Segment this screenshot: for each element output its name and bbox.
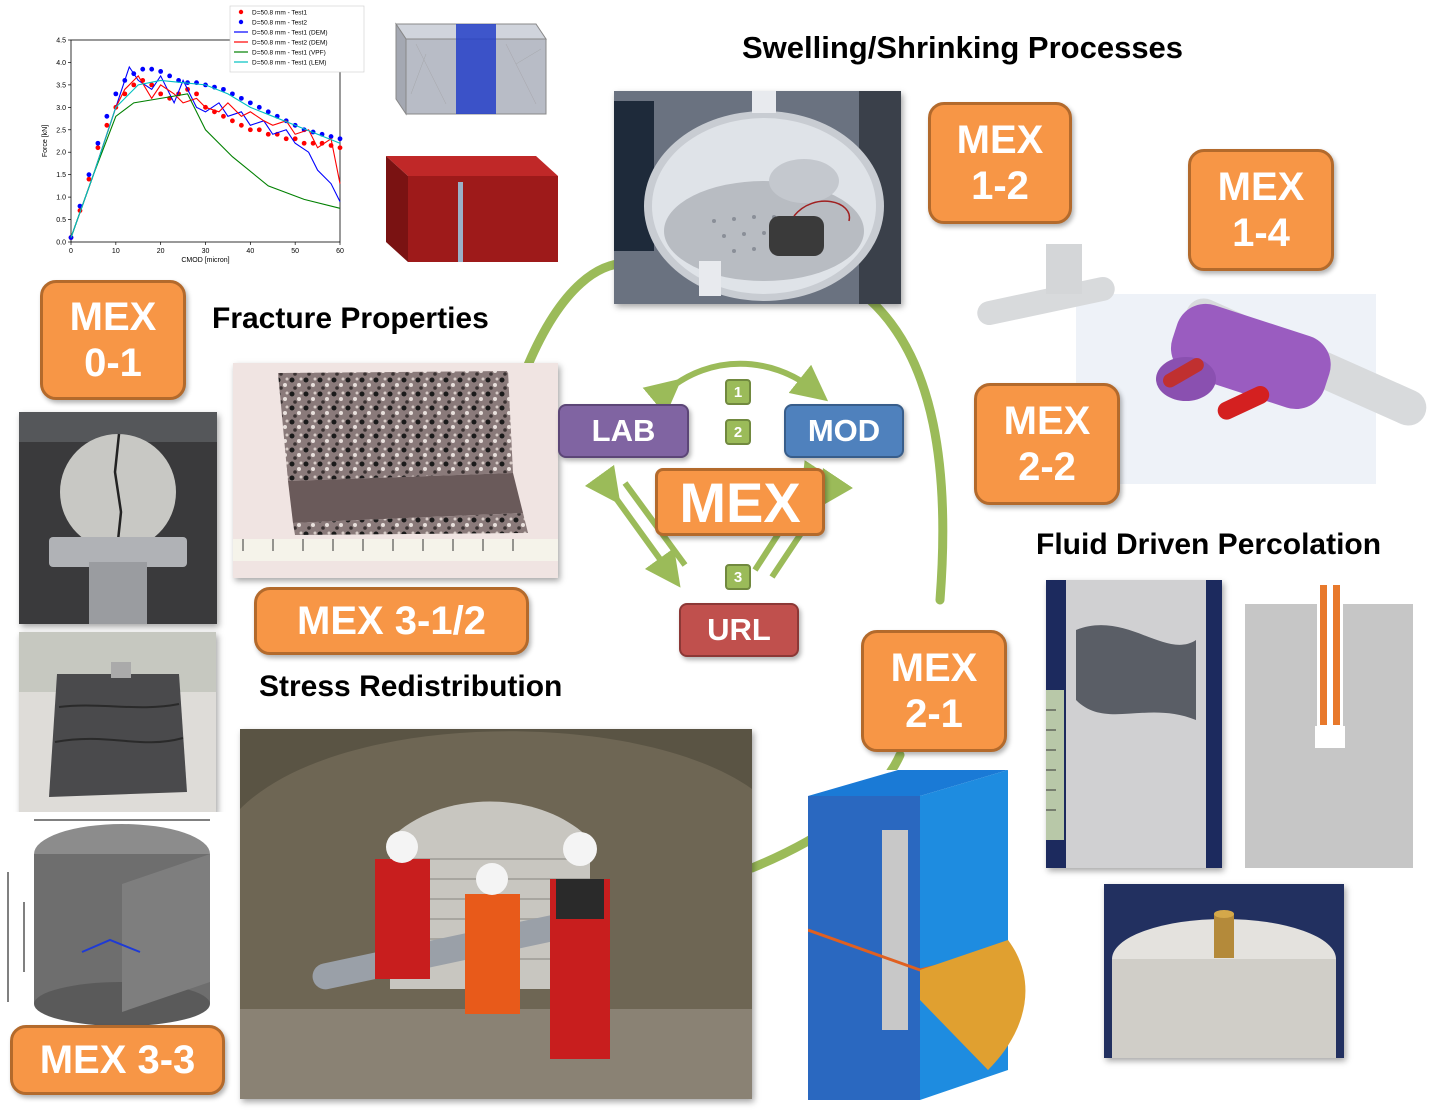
percolation-model-diagram [1245,580,1413,868]
x-tick-label: 50 [291,248,299,255]
percolation-core-photo [1046,580,1222,868]
legend-box [229,5,365,73]
y-tick-label: 2.0 [56,150,66,157]
series-point-0 [265,131,271,137]
mesh-specimen-render [386,4,548,116]
y-tick-label: 4.5 [56,38,66,45]
series-line-2 [70,65,341,238]
url-box: URL [679,603,799,657]
y-tick-label: 2.5 [56,127,66,134]
series-line-5 [70,79,341,238]
series-point-1 [167,73,173,79]
step-3-badge: 3 [725,564,751,590]
series-point-0 [158,91,164,97]
swelling-chamber-photo [614,91,901,304]
legend-entry: D=50.8 mm - Test2 [252,20,307,27]
series-point-0 [95,145,101,151]
legend-entry: D=50.8 mm - Test1 (LEM) [252,60,326,67]
series-point-1 [149,66,155,72]
y-tick-label: 0.5 [56,217,66,224]
mex-center-box: MEX [655,468,825,536]
step-1-badge: 1 [725,379,751,405]
step-2-badge: 2 [725,419,751,445]
x-tick-label: 20 [157,248,165,255]
y-tick-label: 0.0 [56,240,66,247]
series-point-1 [230,91,235,97]
legend-entry: D=50.8 mm - Test1 [252,10,307,17]
heading-stress: Stress Redistribution [259,670,563,703]
series-point-0 [230,118,235,124]
x-tick-label: 60 [336,248,344,255]
series-line-4 [70,93,341,238]
y-axis-label: Force [kN] [42,125,49,157]
force-cmod-chart: 0.0 0.5 1.0 1.5 2.0 2.5 3.0 3.5 4.0 4.5 0 10 20 30 40 5… [38,0,370,270]
series-point-0 [337,145,343,151]
series-point-0 [194,91,199,97]
legend-marker-swatch [238,9,244,15]
series-point-0 [131,82,137,88]
badge-mex-2-2: MEX 2-2 [974,383,1120,505]
cemented-core-photo [1104,884,1344,1058]
series-point-0 [301,140,307,146]
series-point-1 [238,95,244,101]
series-point-0 [221,113,226,119]
x-tick-label: 40 [246,248,254,255]
micro-ct-sample-render [0,812,228,1030]
granite-fracture-photo [233,363,558,578]
series-point-0 [238,122,244,128]
series-point-1 [265,109,271,115]
x-tick-label: 10 [112,248,120,255]
series-line-3 [70,75,341,238]
series-point-1 [140,66,146,72]
core-disc-test-photo [19,412,217,624]
chart-canvas: 0.0 0.5 1.0 1.5 2.0 2.5 3.0 3.5 4.0 4.5 0 10 20 30 40 5… [42,5,365,264]
heading-swelling: Swelling/Shrinking Processes [742,30,1184,65]
series-point-0 [283,136,289,142]
legend-entry: D=50.8 mm - Test2 (DEM) [252,40,328,47]
badge-mex-3-3: MEX 3-3 [10,1025,225,1095]
y-tick-label: 3.5 [56,82,66,89]
legend-entry: D=50.8 mm - Test1 (VPF) [252,50,326,57]
series-point-1 [158,69,164,74]
y-tick-label: 3.0 [56,105,66,112]
heading-fluid: Fluid Driven Percolation [1036,528,1382,561]
series-point-1 [104,113,110,119]
series-point-0 [292,136,298,142]
series-point-0 [256,127,262,133]
y-tick-label: 1.0 [56,195,66,202]
legend-marker-swatch [238,19,244,25]
borehole-model-render [808,770,1042,1100]
tunnel-workers-photo [240,729,752,1099]
x-axis-label: CMOD [micron] [181,257,229,264]
notched-beam-render [386,148,561,264]
badge-mex-3-1-2: MEX 3-1/2 [254,587,529,655]
y-tick-label: 1.5 [56,172,66,179]
x-tick-label: 30 [202,248,210,255]
badge-mex-0-1: MEX 0-1 [40,280,186,400]
heading-fracture: Fracture Properties [212,302,489,335]
series-point-1 [221,86,226,92]
shale-cube-photo [19,632,216,813]
y-tick-label: 4.0 [56,60,66,67]
x-tick-label: 0 [69,248,73,255]
series-point-1 [95,140,101,146]
borehole-intersection-render [976,244,1436,484]
series-point-0 [149,82,155,88]
badge-mex-2-1: MEX 2-1 [861,630,1007,752]
series-point-1 [113,91,119,97]
series-point-1 [77,203,83,209]
series-point-1 [337,136,343,142]
badge-mex-1-4: MEX 1-4 [1188,149,1334,271]
lab-box: LAB [558,404,689,458]
mod-box: MOD [784,404,904,458]
series-point-1 [86,172,92,178]
series-point-1 [256,104,262,110]
series-point-0 [104,122,110,128]
series-point-0 [86,176,92,182]
badge-mex-1-2: MEX 1-2 [928,102,1072,224]
series-point-1 [247,100,253,106]
legend-entry: D=50.8 mm - Test1 (DEM) [252,30,328,37]
series-point-0 [247,127,253,133]
series-point-1 [328,134,334,139]
